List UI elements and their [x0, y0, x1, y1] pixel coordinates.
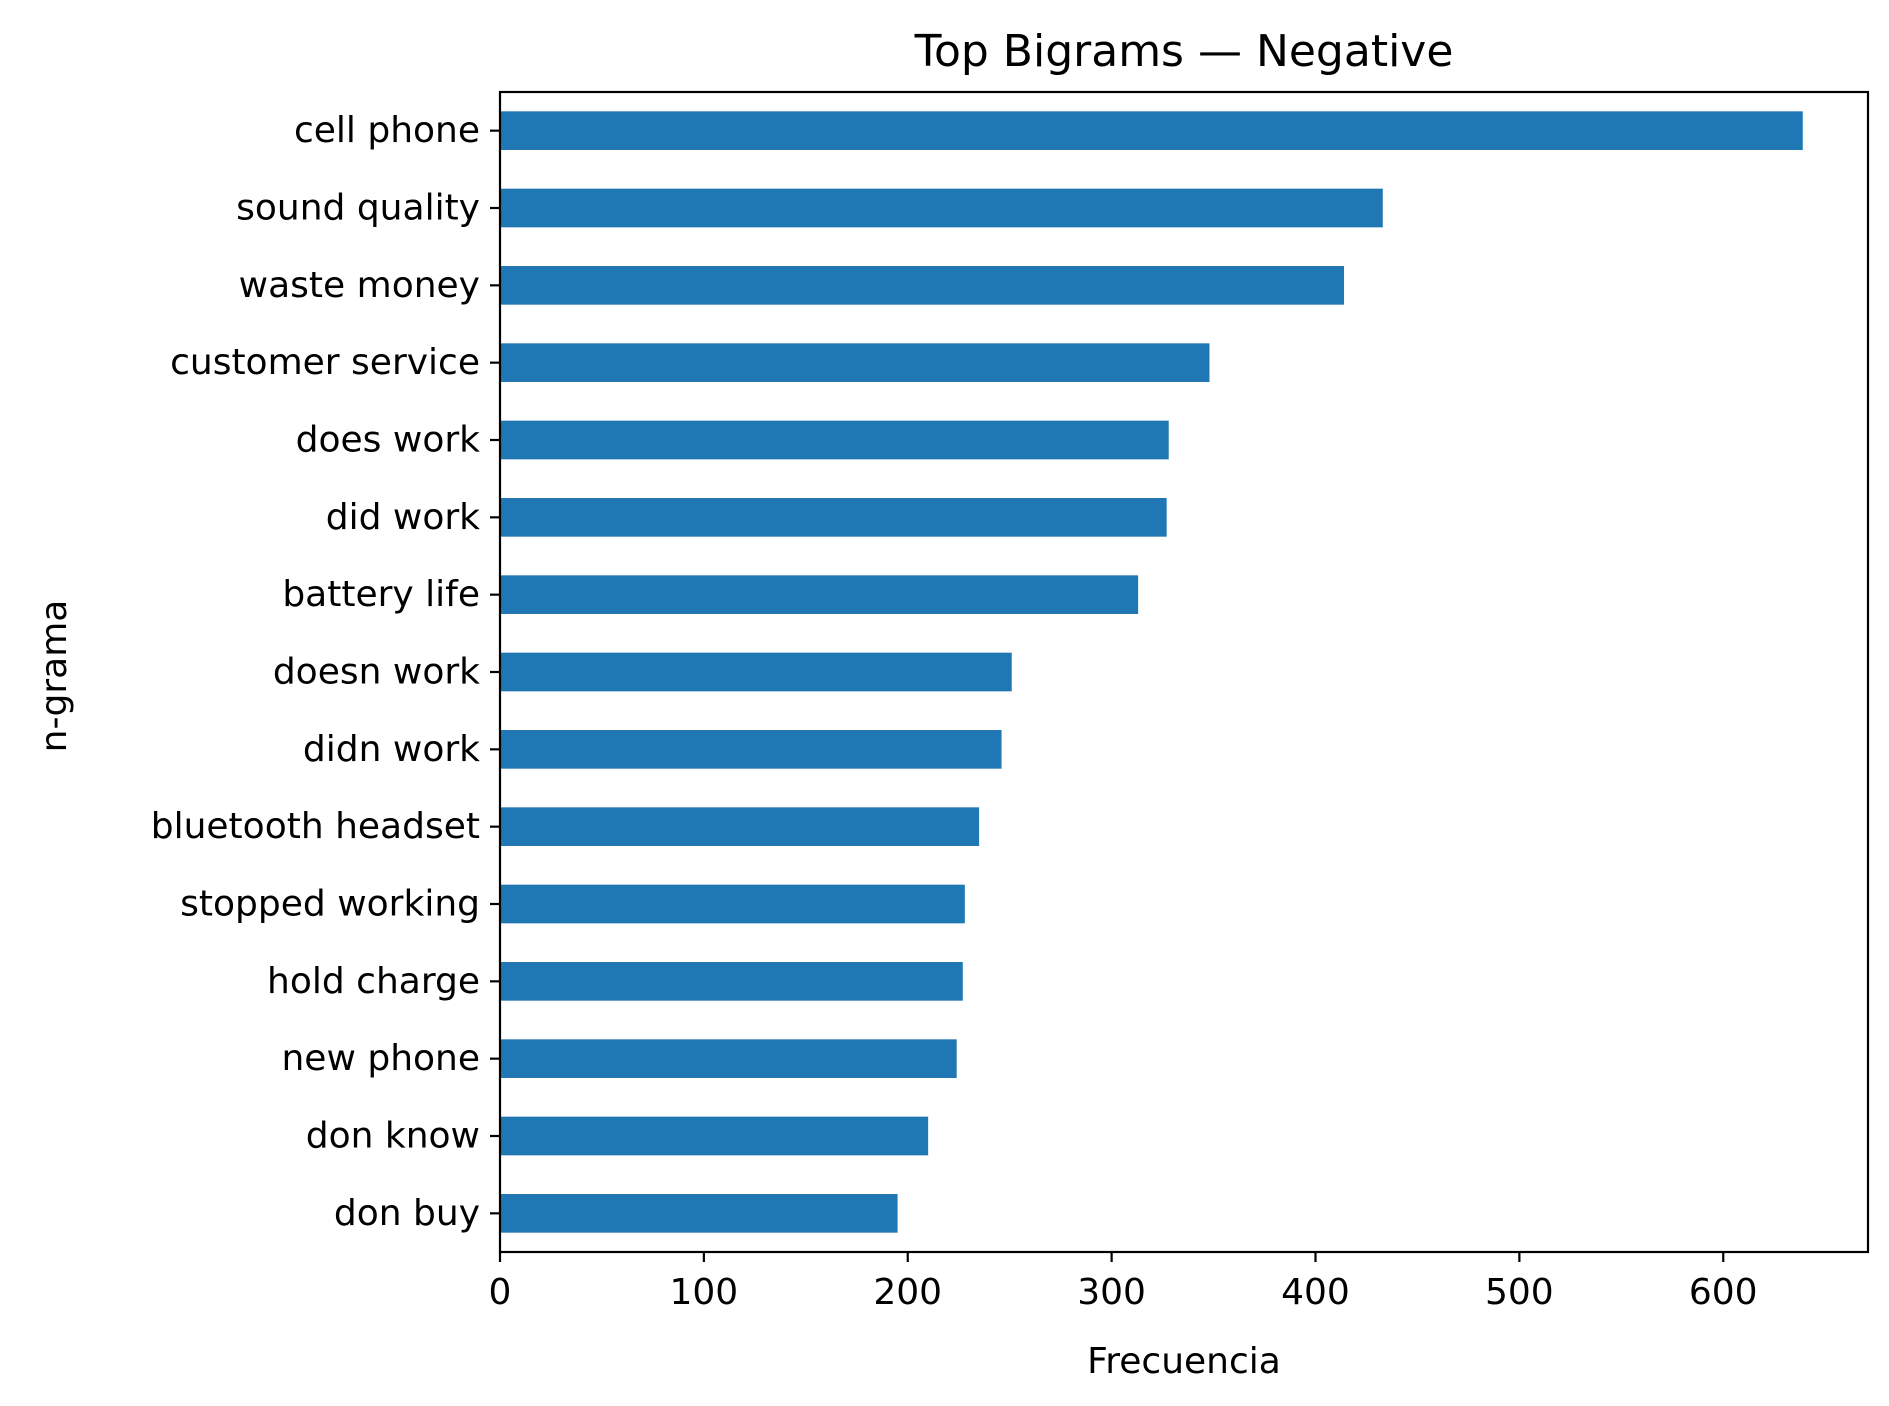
y-tick-label: customer service	[170, 342, 480, 383]
y-tick-label: did work	[326, 497, 480, 538]
x-tick-label: 600	[1689, 1272, 1758, 1313]
y-tick-label: waste money	[239, 265, 480, 306]
bar-new-phone	[500, 1039, 957, 1078]
x-tick-label: 300	[1077, 1272, 1146, 1313]
bar-battery-life	[500, 575, 1139, 614]
y-tick-label: hold charge	[267, 961, 480, 1002]
y-tick-label: didn work	[303, 729, 480, 770]
x-tick-label: 100	[670, 1272, 739, 1313]
x-axis: 0 100 200 300 400 500 600	[489, 1252, 1758, 1313]
bar-doesn-work	[500, 652, 1012, 692]
x-axis-label: Frecuencia	[1087, 1341, 1281, 1382]
chart-title: Top Bigrams — Negative	[914, 26, 1454, 77]
bar-waste-money	[500, 266, 1345, 305]
bar-stopped-working	[500, 884, 965, 924]
y-tick-label: cell phone	[294, 110, 480, 151]
x-tick-label: 500	[1485, 1272, 1554, 1313]
x-tick-label: 200	[873, 1272, 942, 1313]
bar-don-buy	[500, 1194, 898, 1233]
y-tick-label: don know	[306, 1116, 480, 1157]
bar-cell-phone	[500, 111, 1803, 150]
y-tick-label: don buy	[334, 1193, 480, 1234]
plot-frame	[498, 90, 1870, 1254]
bar-didn-work	[500, 730, 1002, 769]
bar-sound-quality	[500, 188, 1383, 228]
y-tick-label: stopped working	[180, 884, 480, 925]
y-tick-label: battery life	[282, 574, 480, 615]
bar-did-work	[500, 498, 1167, 537]
y-tick-label: bluetooth headset	[151, 806, 480, 847]
y-tick-label: does work	[296, 420, 480, 461]
bar-customer-service	[500, 343, 1210, 382]
y-axis-label: n-grama	[34, 600, 75, 753]
bar-don-know	[500, 1116, 929, 1156]
x-tick-label: 0	[489, 1272, 512, 1313]
y-tick-label: sound quality	[236, 188, 480, 229]
x-tick-label: 400	[1281, 1272, 1350, 1313]
y-tick-label: new phone	[281, 1038, 480, 1079]
bar-bluetooth-headset	[500, 807, 980, 846]
bar-does-work	[500, 420, 1169, 460]
y-axis: cell phone sound quality waste money custom…	[151, 110, 500, 1234]
y-tick-label: doesn work	[273, 652, 480, 693]
bars-group	[500, 111, 1803, 1233]
bar-hold-charge	[500, 962, 963, 1001]
